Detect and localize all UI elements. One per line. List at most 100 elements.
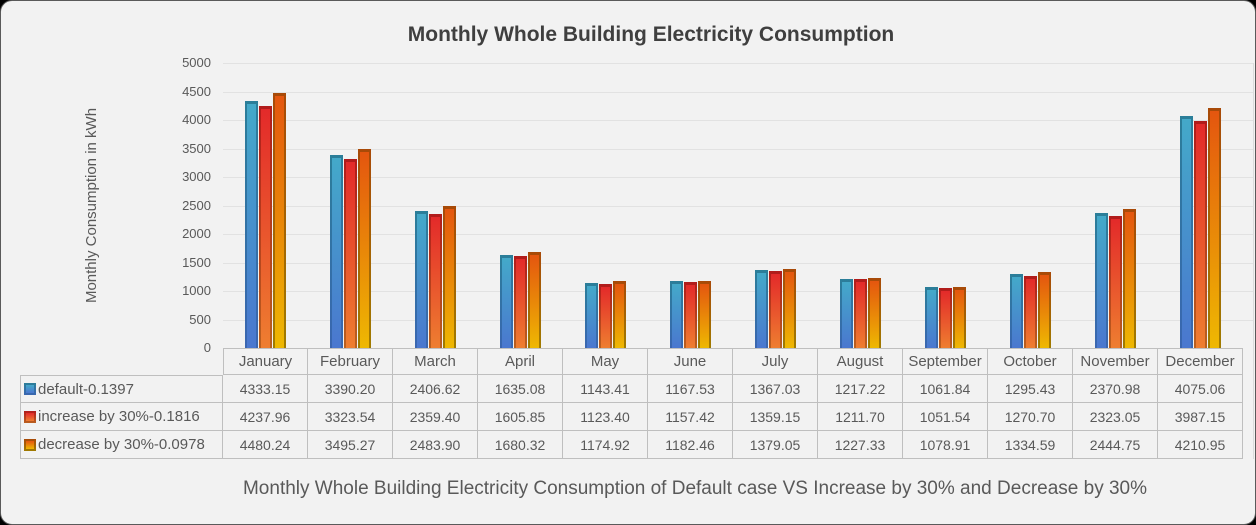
table-corner-cell [20, 348, 223, 375]
y-axis-title: Monthly Consumption in kWh [83, 107, 100, 304]
month-header-cell: July [733, 348, 818, 375]
bar-january-series3 [273, 93, 286, 348]
value-cell: 1211.70 [818, 403, 903, 431]
legend-swatch [24, 438, 36, 451]
bar-fill [247, 104, 256, 348]
value-cell: 1680.32 [478, 431, 563, 459]
month-header-cell: June [648, 348, 733, 375]
value-cell: 1123.40 [563, 403, 648, 431]
bar-fill [700, 284, 709, 348]
legend-swatch [24, 410, 36, 423]
bar-fill [1210, 111, 1219, 348]
value-cell: 1174.92 [563, 431, 648, 459]
bar-april-series1 [500, 255, 513, 348]
y-tick-label: 3000 [182, 169, 211, 184]
bar-fill [417, 214, 426, 348]
gridline [223, 91, 1253, 93]
bar-november-series2 [1109, 216, 1122, 348]
value-cell: 2483.90 [393, 431, 478, 459]
bar-fill [1125, 212, 1134, 348]
month-header-cell: November [1073, 348, 1158, 375]
value-cell: 2323.05 [1073, 403, 1158, 431]
value-cell: 1334.59 [988, 431, 1073, 459]
bar-october-series2 [1024, 276, 1037, 348]
bar-august-series1 [840, 279, 853, 348]
bar-april-series3 [528, 252, 541, 348]
bar-july-series2 [769, 271, 782, 348]
bar-january-series2 [259, 106, 272, 348]
y-tick-label: 4500 [182, 83, 211, 99]
value-cell: 1143.41 [563, 375, 648, 403]
bar-august-series2 [854, 279, 867, 348]
bar-fill [615, 284, 624, 348]
gridline [223, 319, 1253, 321]
gridline [223, 234, 1253, 235]
bar-fill [785, 272, 794, 348]
bar-fill [1026, 279, 1035, 348]
value-cell: 1227.33 [818, 431, 903, 459]
bar-fill [757, 273, 766, 348]
chart-title: Monthly Whole Building Electricity Consu… [407, 23, 895, 46]
bar-fill [516, 259, 525, 348]
value-cell: 1167.53 [648, 375, 733, 403]
month-header-cell: December [1158, 348, 1243, 375]
bar-fill [502, 258, 511, 348]
value-cell: 2370.98 [1073, 375, 1158, 403]
bar-april-series2 [514, 256, 527, 348]
bar-march-series3 [443, 206, 456, 348]
value-cell: 4210.95 [1158, 431, 1243, 459]
bar-september-series3 [953, 287, 966, 348]
legend-series-name: default-0.1397 [38, 380, 134, 398]
month-header-cell: September [903, 348, 988, 375]
bar-february-series1 [330, 155, 343, 348]
bar-fill [870, 281, 879, 348]
value-cell: 4480.24 [223, 431, 308, 459]
bar-fill [856, 282, 865, 348]
bar-fill [955, 290, 964, 348]
legend-swatch-fill [26, 412, 34, 421]
legend-row-label: decrease by 30%-0.0978 [20, 431, 223, 459]
bar-november-series1 [1095, 213, 1108, 348]
value-cell: 1217.22 [818, 375, 903, 403]
bar-fill [530, 255, 539, 348]
bar-may-series1 [585, 283, 598, 348]
month-header-cell: October [988, 348, 1073, 375]
bar-fill [587, 286, 596, 348]
bar-august-series3 [868, 278, 881, 348]
bar-fill [941, 291, 950, 348]
bar-march-series2 [429, 214, 442, 348]
bar-october-series3 [1038, 272, 1051, 348]
bar-september-series2 [939, 288, 952, 348]
y-tick-label: 1000 [182, 283, 211, 298]
gridline [223, 291, 1253, 292]
month-header-cell: May [563, 348, 648, 375]
bar-october-series1 [1010, 274, 1023, 348]
value-cell: 4333.15 [223, 375, 308, 403]
plot-right-border [1253, 63, 1254, 459]
y-tick-label: 2000 [182, 226, 211, 241]
month-header-cell: August [818, 348, 903, 375]
bar-fill [332, 158, 341, 348]
value-cell: 1051.54 [903, 403, 988, 431]
gridline [223, 148, 1253, 150]
value-cell: 1367.03 [733, 375, 818, 403]
bar-fill [771, 274, 780, 348]
value-cell: 2406.62 [393, 375, 478, 403]
data-table: January February March April May June July Augu… [20, 348, 1243, 459]
chart-caption: Monthly Whole Building Electricity Consu… [242, 478, 1147, 499]
bar-may-series3 [613, 281, 626, 348]
legend-series-name: increase by 30%-0.1816 [38, 408, 200, 425]
bar-fill [1196, 124, 1205, 348]
bar-september-series1 [925, 287, 938, 348]
bar-fill [1040, 275, 1049, 348]
bar-may-series2 [599, 284, 612, 348]
value-cell: 2444.75 [1073, 431, 1158, 459]
bar-fill [1182, 119, 1191, 348]
bar-fill [1097, 216, 1106, 348]
bar-february-series2 [344, 159, 357, 348]
bar-june-series3 [698, 281, 711, 348]
month-header-cell: February [308, 348, 393, 375]
value-cell: 4237.96 [223, 403, 308, 431]
value-cell: 4075.06 [1158, 375, 1243, 403]
